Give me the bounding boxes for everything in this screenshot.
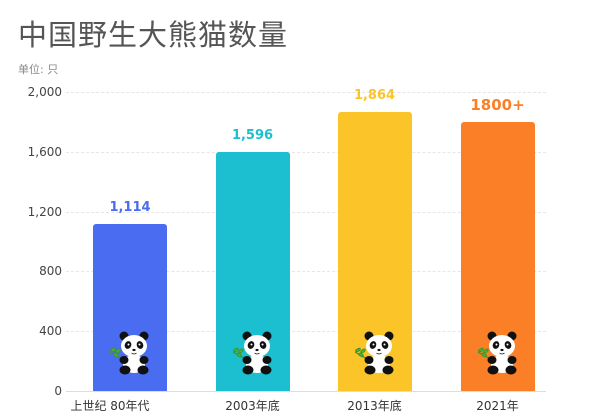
y-tick-label: 400 [39, 324, 62, 339]
panda-icon [477, 331, 516, 375]
bar-value-label: 1,864 [353, 88, 396, 104]
bar-value-label: 1800+ [470, 95, 525, 114]
gridline [66, 92, 546, 93]
gridline [66, 331, 546, 333]
gridline [66, 271, 546, 273]
gridline [66, 211, 546, 213]
panda-icon [232, 331, 271, 375]
y-tick-label: 1,200 [27, 204, 62, 219]
bar-value-label: 1,114 [109, 200, 151, 216]
x-tick-label: 2003年底 [225, 399, 280, 413]
y-tick-label: 800 [39, 264, 62, 279]
unit-label: 单位: 只 [18, 63, 59, 76]
gridline [66, 151, 546, 153]
panda-icon [110, 331, 149, 375]
x-tick-label: 2013年底 [347, 399, 402, 413]
x-axis-line [66, 391, 546, 392]
panda-icon [354, 331, 393, 375]
chart-title: 中国野生大熊猫数量 [18, 18, 289, 52]
bar-value-label: 1,596 [231, 128, 274, 144]
y-tick-label: 1,600 [27, 144, 62, 159]
y-tick-label: 2,000 [27, 85, 62, 99]
y-tick-label: 0 [54, 384, 62, 398]
x-tick-label: 上世纪 80年代 [70, 399, 150, 413]
x-tick-label: 2021年 [476, 399, 519, 413]
